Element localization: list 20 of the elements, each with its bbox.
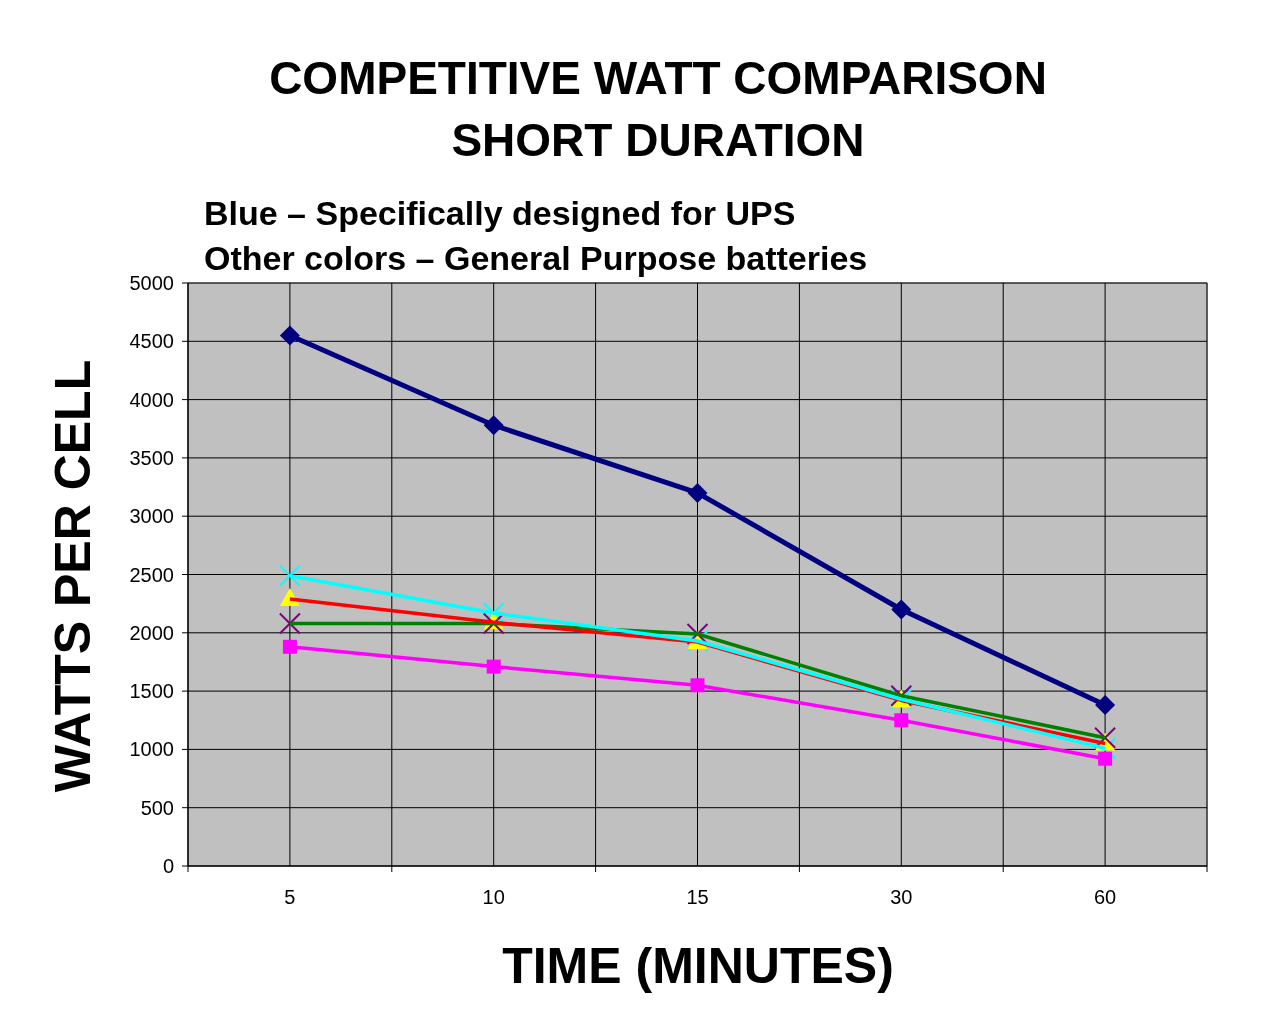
y-tick-label: 4500: [129, 330, 174, 353]
y-tick-label: 1500: [129, 680, 174, 703]
x-tick-label: 5: [284, 886, 296, 908]
x-axis-title: TIME (MINUTES): [502, 938, 894, 994]
y-tick-label: 4000: [129, 388, 174, 411]
y-tick-label: 3000: [129, 505, 174, 528]
x-tick-label: 15: [686, 886, 709, 908]
y-tick-label: 5000: [129, 272, 174, 294]
x-tick-label: 60: [1093, 886, 1117, 908]
y-tick-label: 2000: [129, 621, 174, 644]
chart-title: COMPETITIVE WATT COMPARISON SHORT DURATION: [269, 52, 1047, 166]
y-axis-title: WATTS PER CELL: [45, 359, 101, 793]
y-tick-label: 1000: [129, 738, 174, 761]
y-tick-label: 0: [162, 855, 174, 877]
y-tick-label: 2500: [129, 563, 174, 586]
y-tick-label: 500: [140, 796, 174, 819]
chart-subtitle: Blue – Specifically designed for UPS Other colors – General Purpose batteries: [204, 194, 868, 277]
x-tick-label: 30: [890, 886, 913, 908]
y-tick-label: 3500: [129, 446, 174, 469]
x-tick-label: 10: [482, 886, 505, 908]
